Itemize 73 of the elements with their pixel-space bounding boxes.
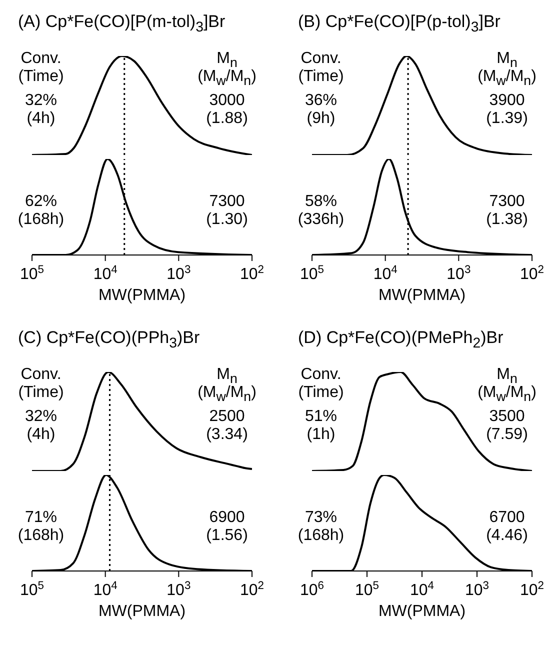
annotation: Conv. — [20, 50, 62, 68]
annotation: 58% — [304, 193, 338, 211]
annotation: (1h) — [306, 426, 336, 444]
x-axis-title: MW(PMMA) — [378, 603, 466, 620]
annotation: 2500 — [208, 408, 246, 426]
x-tick-label: 10$^{2}$ — [240, 264, 264, 283]
annotation: (4h) — [26, 426, 56, 444]
annotation: 73% — [304, 509, 338, 527]
x-tick-label: 10$^{2}$ — [240, 580, 264, 599]
x-tick-label: 10$^{3}$ — [446, 264, 471, 283]
annotation: Conv. — [300, 366, 342, 384]
chart-title: (C) Cp*Fe(CO)(PPh$_{3}$)Br — [17, 327, 201, 354]
annotation: 3900 — [488, 92, 526, 110]
annotation: (1.39) — [485, 110, 529, 128]
annotation: 7300 — [488, 193, 526, 211]
annotation: 6700 — [488, 509, 526, 527]
annotation: Conv. — [20, 366, 62, 384]
annotation: (4.46) — [485, 527, 529, 545]
annotation: (M$_{w}$/M$_{n}$) — [196, 384, 258, 406]
annotation: M$_{n}$ — [496, 50, 518, 70]
annotation: 51% — [304, 408, 338, 426]
annotation: (Time) — [297, 384, 345, 402]
annotation: M$_{n}$ — [216, 366, 238, 386]
annotation: 3500 — [488, 408, 526, 426]
annotation: (4h) — [26, 110, 56, 128]
x-tick-label: 10$^{4}$ — [93, 580, 118, 599]
annotation: (1.56) — [205, 527, 249, 545]
x-tick-label: 10$^{5}$ — [300, 264, 324, 283]
x-tick-label: 10$^{6}$ — [300, 580, 324, 599]
annotation: 36% — [304, 92, 338, 110]
chart-title: (A) Cp*Fe(CO)[P(m-tol)$_{3}$]Br — [17, 11, 226, 38]
annotation: 32% — [24, 92, 58, 110]
annotation: (3.34) — [205, 426, 249, 444]
x-tick-label: 10$^{5}$ — [20, 580, 44, 599]
annotation: (Time) — [17, 68, 65, 86]
annotation: (Time) — [17, 384, 65, 402]
annotation: (168h) — [296, 527, 346, 545]
annotation: (M$_{w}$/M$_{n}$) — [476, 384, 538, 406]
annotation: 3000 — [208, 92, 246, 110]
chart-title: (D) Cp*Fe(CO)(PMePh$_{2}$)Br — [297, 327, 504, 354]
x-axis-title: MW(PMMA) — [98, 287, 186, 304]
annotation: M$_{n}$ — [496, 366, 518, 386]
annotation: (1.38) — [485, 211, 529, 229]
annotation: M$_{n}$ — [216, 50, 238, 70]
x-tick-label: 10$^{3}$ — [464, 580, 490, 599]
chart-title: (B) Cp*Fe(CO)[P(p-tol)$_{3}$]Br — [297, 11, 502, 38]
x-tick-label: 10$^{3}$ — [166, 264, 191, 283]
annotation: (168h) — [16, 527, 66, 545]
annotation: (1.30) — [205, 211, 249, 229]
annotation: 62% — [24, 193, 58, 211]
x-tick-label: 10$^{4}$ — [373, 264, 398, 283]
annotation: 32% — [24, 408, 58, 426]
annotation: 7300 — [208, 193, 246, 211]
x-tick-label: 10$^{4}$ — [93, 264, 118, 283]
annotation: Conv. — [300, 50, 342, 68]
annotation: (168h) — [16, 211, 66, 229]
annotation: (M$_{w}$/M$_{n}$) — [196, 68, 258, 90]
x-axis-title: MW(PMMA) — [378, 287, 466, 304]
x-tick-label: 10$^{5}$ — [20, 264, 44, 283]
annotation: (336h) — [296, 211, 346, 229]
annotation: (9h) — [306, 110, 336, 128]
x-tick-label: 10$^{3}$ — [166, 580, 191, 599]
x-tick-label: 10$^{2}$ — [520, 264, 544, 283]
annotation: (1.88) — [205, 110, 249, 128]
annotation: (M$_{w}$/M$_{n}$) — [476, 68, 538, 90]
x-tick-label: 10$^{2}$ — [520, 580, 544, 599]
x-tick-label: 10$^{4}$ — [410, 580, 434, 599]
annotation: 71% — [24, 509, 58, 527]
x-axis-title: MW(PMMA) — [98, 603, 186, 620]
x-tick-label: 10$^{5}$ — [354, 580, 380, 599]
annotation: 6900 — [208, 509, 246, 527]
annotation: (7.59) — [485, 426, 529, 444]
annotation: (Time) — [297, 68, 345, 86]
